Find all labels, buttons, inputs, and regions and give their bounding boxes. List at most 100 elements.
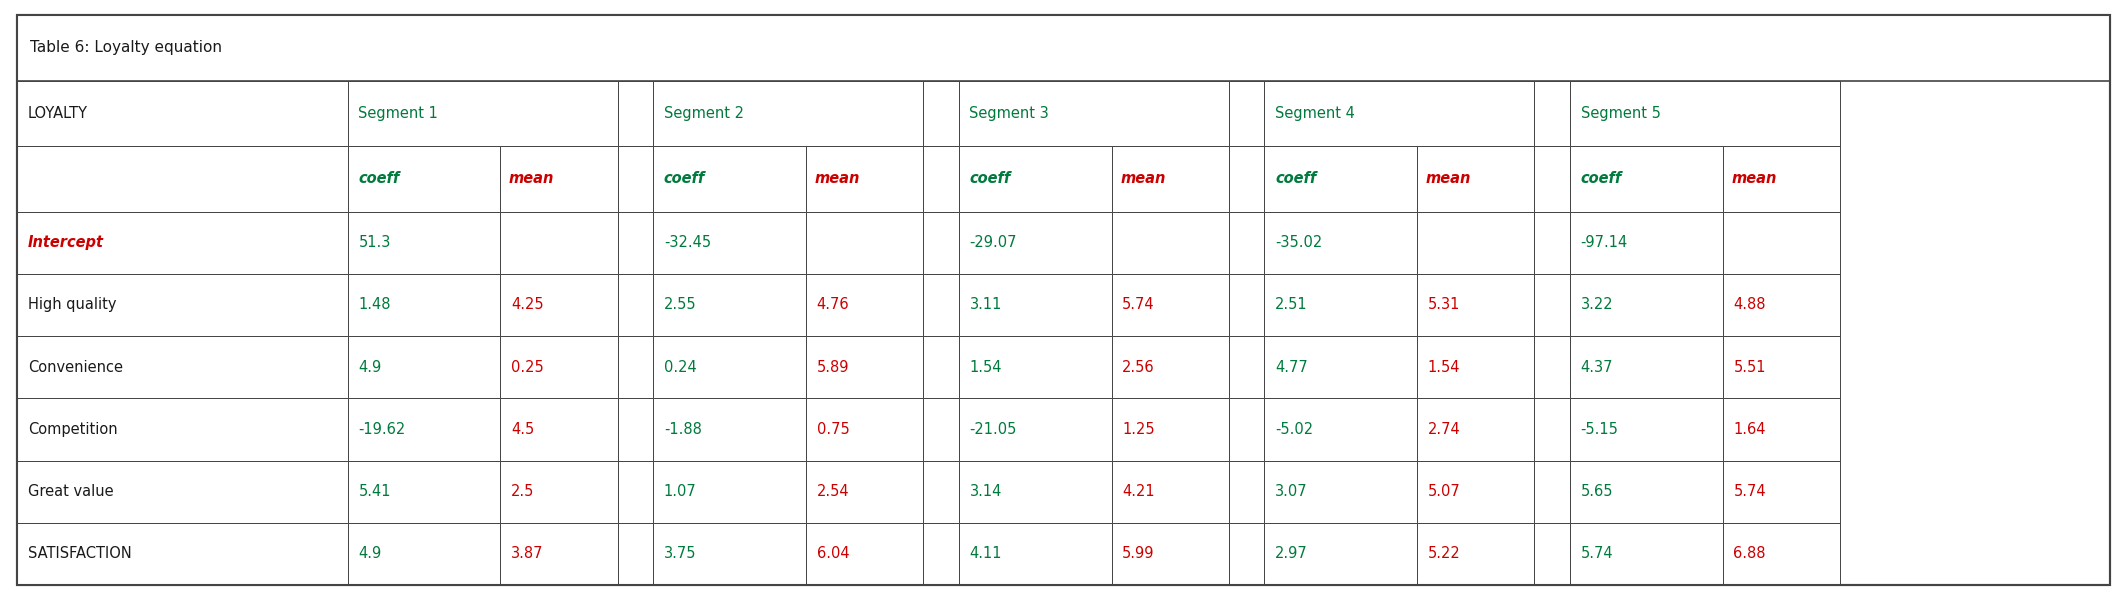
Bar [1229, 336, 1263, 398]
Text: 5.41: 5.41 [357, 484, 391, 499]
Text: 1.25: 1.25 [1123, 422, 1155, 437]
Bar [1229, 461, 1263, 523]
Bar [1534, 146, 1570, 212]
Bar [1534, 461, 1570, 523]
Bar [617, 398, 653, 461]
Bar [923, 146, 959, 212]
Text: 5.31: 5.31 [1427, 298, 1461, 313]
Bar [653, 274, 806, 336]
Text: coeff: coeff [1580, 172, 1623, 187]
Bar [1112, 336, 1229, 398]
Text: 2.51: 2.51 [1274, 298, 1308, 313]
Text: 2.56: 2.56 [1123, 360, 1155, 375]
Bar [1112, 461, 1229, 523]
Bar [1570, 146, 1723, 212]
Bar [1723, 212, 1840, 274]
Bar [347, 398, 500, 461]
Bar [347, 212, 500, 274]
Bar [1534, 80, 1570, 146]
Text: mean: mean [815, 172, 859, 187]
Bar [1534, 274, 1570, 336]
Text: 4.76: 4.76 [817, 298, 849, 313]
Bar [1534, 212, 1570, 274]
Text: 3.75: 3.75 [664, 547, 696, 562]
Bar [617, 523, 653, 585]
Bar [1570, 274, 1723, 336]
Text: 4.21: 4.21 [1123, 484, 1155, 499]
Text: 0.75: 0.75 [817, 422, 849, 437]
Text: 5.51: 5.51 [1734, 360, 1765, 375]
Bar [1723, 336, 1840, 398]
Bar [1417, 212, 1534, 274]
Text: 1.54: 1.54 [970, 360, 1002, 375]
Bar [959, 336, 1112, 398]
Text: 3.22: 3.22 [1580, 298, 1612, 313]
Text: Table 6: Loyalty equation: Table 6: Loyalty equation [30, 40, 221, 55]
Text: Segment 1: Segment 1 [357, 106, 438, 121]
Text: LOYALTY: LOYALTY [28, 106, 87, 121]
Text: High quality: High quality [28, 298, 117, 313]
Bar [347, 80, 617, 146]
Text: 5.89: 5.89 [817, 360, 849, 375]
Bar [1417, 461, 1534, 523]
Bar [1534, 523, 1570, 585]
Bar [347, 461, 500, 523]
Bar [959, 212, 1112, 274]
Text: mean: mean [1121, 172, 1166, 187]
Text: 2.74: 2.74 [1427, 422, 1461, 437]
Bar [617, 212, 653, 274]
Bar [1417, 523, 1534, 585]
Bar [1417, 274, 1534, 336]
Bar [1112, 146, 1229, 212]
Bar [1229, 274, 1263, 336]
Text: 5.65: 5.65 [1580, 484, 1612, 499]
Text: coeff: coeff [970, 172, 1010, 187]
Bar [806, 336, 923, 398]
Text: -5.15: -5.15 [1580, 422, 1619, 437]
Bar [1229, 523, 1263, 585]
Text: 3.11: 3.11 [970, 298, 1002, 313]
Bar [1263, 146, 1417, 212]
Bar [500, 336, 617, 398]
Bar [959, 523, 1112, 585]
Text: 4.9: 4.9 [357, 547, 381, 562]
Bar [500, 398, 617, 461]
Bar [347, 146, 500, 212]
Bar [923, 398, 959, 461]
Text: -5.02: -5.02 [1274, 422, 1312, 437]
Text: Convenience: Convenience [28, 360, 123, 375]
Text: 4.5: 4.5 [510, 422, 534, 437]
Bar [923, 336, 959, 398]
Bar [1263, 398, 1417, 461]
Text: 4.37: 4.37 [1580, 360, 1612, 375]
Bar [500, 523, 617, 585]
Bar [17, 398, 347, 461]
Bar [17, 274, 347, 336]
Bar [617, 146, 653, 212]
Bar [806, 523, 923, 585]
Bar [1723, 146, 1840, 212]
Text: 4.11: 4.11 [970, 547, 1002, 562]
Bar [1570, 80, 1840, 146]
Bar [1570, 523, 1723, 585]
Text: 2.55: 2.55 [664, 298, 696, 313]
Bar [923, 212, 959, 274]
Bar [923, 274, 959, 336]
Bar [500, 461, 617, 523]
Bar [653, 80, 923, 146]
Text: -97.14: -97.14 [1580, 235, 1627, 250]
Bar [653, 523, 806, 585]
Bar [617, 274, 653, 336]
Bar [17, 461, 347, 523]
Text: 1.48: 1.48 [357, 298, 391, 313]
Bar [806, 146, 923, 212]
Bar [617, 80, 653, 146]
Bar [1112, 398, 1229, 461]
Bar [347, 523, 500, 585]
Text: 5.99: 5.99 [1123, 547, 1155, 562]
Text: -19.62: -19.62 [357, 422, 406, 437]
Bar [1263, 461, 1417, 523]
Bar [959, 461, 1112, 523]
Bar [1570, 212, 1723, 274]
Bar [1570, 398, 1723, 461]
